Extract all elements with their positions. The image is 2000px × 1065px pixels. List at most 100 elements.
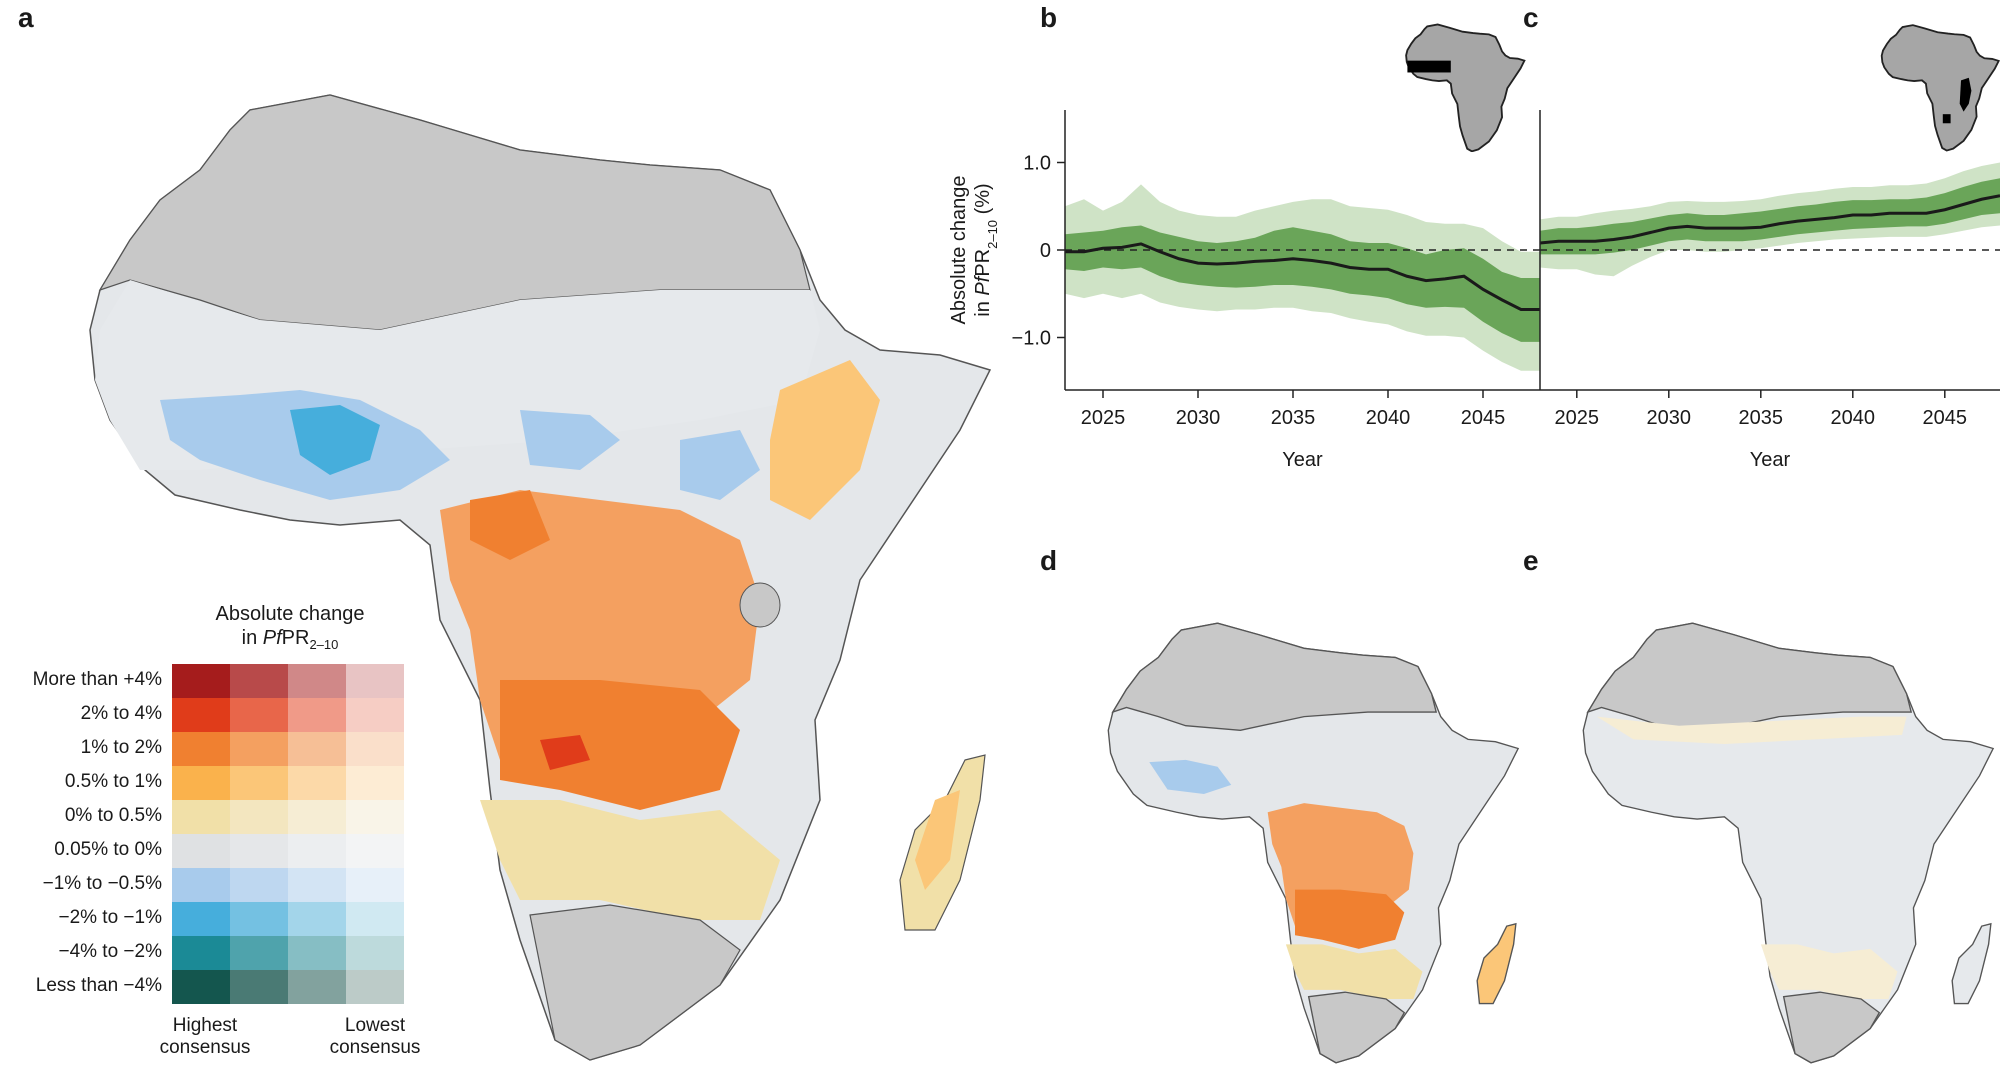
legend-row-label: 0% to 0.5% (64, 805, 162, 826)
e-north-nodata (1586, 622, 1913, 731)
legend-row-label: −4% to −2% (58, 941, 162, 962)
legend-swatch (288, 868, 346, 902)
inset-b-africa (1405, 23, 1526, 152)
legend-swatch (288, 902, 346, 936)
legend-x-left: Highest consensus (145, 1015, 265, 1059)
legend-title-prefix: in (241, 627, 263, 649)
legend-swatch (288, 698, 346, 732)
legend-swatch (346, 766, 404, 800)
legend-title-rest: PR (281, 627, 310, 649)
legend-x-right-line1: Lowest (344, 1015, 406, 1036)
legend-swatch (172, 698, 230, 732)
panel-letter-a: a (18, 2, 34, 33)
legend-swatch (172, 834, 230, 868)
legend-row-label: More than +4% (32, 669, 162, 690)
legend-swatch (230, 698, 288, 732)
legend-row: 2% to 4% (0, 698, 420, 732)
x-tick-label: 2030 (1176, 407, 1221, 429)
d-madagascar (1476, 922, 1517, 1005)
legend-x-right: Lowest consensus (315, 1015, 435, 1059)
legend-swatch (346, 970, 404, 1004)
legend-swatch (230, 732, 288, 766)
legend-x-right-line2: consensus (329, 1037, 421, 1058)
legend-swatch (172, 936, 230, 970)
panel-letter-e: e (1523, 545, 1539, 576)
legend-row: −2% to −1% (0, 902, 420, 936)
legend-swatch (230, 800, 288, 834)
chart-panel-c: 2025 2030 2035 2040 2045 Year (1539, 110, 2000, 471)
e-madagascar (1951, 922, 1992, 1005)
d-south-nodata (1307, 991, 1406, 1064)
legend-row: More than +4% (0, 664, 420, 698)
x-tick-label: 2040 (1366, 407, 1411, 429)
legend-swatch (346, 902, 404, 936)
y-axis-label-part: in (972, 296, 994, 317)
legend-row: −1% to −0.5% (0, 868, 420, 902)
legend-swatch (172, 664, 230, 698)
x-tick-label: 2030 (1647, 407, 1692, 429)
legend-swatch (288, 970, 346, 1004)
legend-title-line2: in PfPR2–10 (140, 626, 440, 657)
e-south-nodata (1782, 991, 1881, 1064)
legend-swatch (346, 664, 404, 698)
legend-row-label: −1% to −0.5% (42, 873, 162, 894)
legend-x-left-line1: Highest (172, 1015, 238, 1036)
e-south-yellow (1760, 944, 1898, 999)
legend-row: 0.5% to 1% (0, 766, 420, 800)
legend-row: Less than −4% (0, 970, 420, 1004)
legend-title-italic: Pf (262, 627, 282, 649)
nigeria-strong-decrease (290, 405, 380, 475)
legend-swatch (288, 766, 346, 800)
legend-row-label: Less than −4% (35, 975, 162, 996)
legend-swatch (288, 732, 346, 766)
legend-swatch (346, 936, 404, 970)
legend-title-line1: Absolute change (215, 603, 365, 625)
y-tick-label: 1.0 (1023, 153, 1051, 175)
y-tick-label: −1.0 (1012, 328, 1051, 350)
legend-row-label: 1% to 2% (80, 737, 162, 758)
lake-victoria (739, 582, 781, 628)
map-panel-a (89, 94, 991, 1061)
inner-uncertainty-band (1065, 225, 1540, 342)
legend-swatch (288, 800, 346, 834)
angola-zambia-increase (500, 680, 740, 810)
legend-swatch (172, 902, 230, 936)
legend-swatch (288, 834, 346, 868)
x-tick-label: 2040 (1831, 407, 1876, 429)
legend-swatch (172, 970, 230, 1004)
panel-letter-b: b (1040, 2, 1058, 33)
x-tick-label: 2045 (1923, 407, 1968, 429)
madagascar-increase (915, 790, 960, 890)
legend-swatch (288, 664, 346, 698)
x-axis-label: Year (1282, 449, 1323, 471)
x-tick-label: 2035 (1739, 407, 1784, 429)
legend-swatch (346, 834, 404, 868)
median-line (1065, 242, 1540, 311)
legend-row: 0.05% to 0% (0, 834, 420, 868)
panel-letter-d: d (1040, 545, 1058, 576)
sudan-decrease (680, 430, 760, 500)
chad-decrease (520, 410, 620, 470)
legend-row: 1% to 2% (0, 732, 420, 766)
legend-title: Absolute change in PfPR2–10 (140, 602, 440, 657)
y-axis-label-part: (%) (972, 183, 994, 220)
inset-b-highlight (1407, 60, 1451, 73)
inset-map-b (1405, 23, 1526, 152)
legend-swatch (346, 800, 404, 834)
inset-map-c (1880, 24, 2000, 152)
panel-letter-c: c (1523, 2, 1539, 33)
legend-row-label: 0.05% to 0% (54, 839, 162, 860)
d-south-yellow (1285, 944, 1423, 999)
legend-swatch (230, 970, 288, 1004)
legend-swatch (172, 766, 230, 800)
inset-c-africa (1880, 24, 2000, 152)
congo-deep-increase (470, 490, 550, 560)
legend-swatch (172, 732, 230, 766)
legend-title-sub: 2–10 (309, 637, 339, 652)
legend-swatch (230, 664, 288, 698)
y-axis-label-part: PR (972, 249, 994, 277)
x-tick-label: 2025 (1081, 407, 1126, 429)
legend-row-label: 2% to 4% (80, 703, 162, 724)
horn-increase (770, 360, 880, 520)
inset-c-highlight (1959, 77, 1972, 112)
